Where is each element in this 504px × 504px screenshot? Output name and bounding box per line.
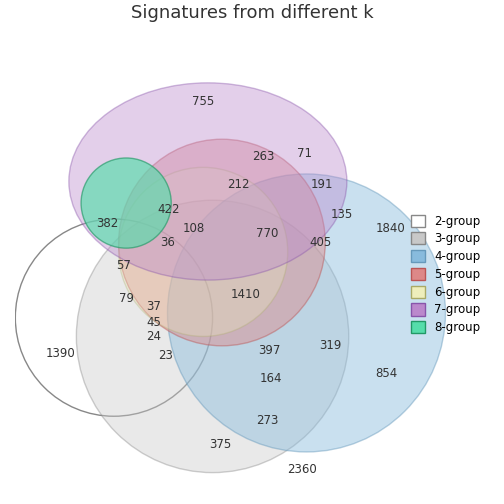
Text: 263: 263 [252,150,275,163]
Text: 755: 755 [192,95,214,108]
Text: 273: 273 [256,414,278,427]
Text: 135: 135 [331,208,353,221]
Text: 108: 108 [182,222,205,235]
Text: 24: 24 [146,330,161,343]
Text: 36: 36 [160,236,175,249]
Title: Signatures from different k: Signatures from different k [131,4,373,22]
Ellipse shape [118,167,288,337]
Text: 770: 770 [256,227,278,239]
Ellipse shape [118,139,325,346]
Ellipse shape [77,200,349,473]
Text: 79: 79 [118,292,134,305]
Text: 382: 382 [96,217,118,230]
Text: 1840: 1840 [376,222,406,235]
Ellipse shape [81,158,171,248]
Text: 23: 23 [158,349,173,362]
Text: 212: 212 [228,178,250,191]
Text: 397: 397 [258,344,280,357]
Text: 57: 57 [116,260,131,273]
Text: 37: 37 [146,300,161,313]
Ellipse shape [167,174,446,452]
Legend: 2-group, 3-group, 4-group, 5-group, 6-group, 7-group, 8-group: 2-group, 3-group, 4-group, 5-group, 6-gr… [408,212,483,337]
Text: 191: 191 [310,178,333,191]
Text: 422: 422 [157,203,179,216]
Ellipse shape [69,83,347,280]
Text: 71: 71 [297,147,312,160]
Text: 319: 319 [319,339,341,352]
Text: 1410: 1410 [230,288,261,301]
Text: 45: 45 [146,316,161,329]
Text: 375: 375 [209,438,231,451]
Text: 2360: 2360 [287,463,317,476]
Text: 1390: 1390 [45,347,75,360]
Text: 405: 405 [309,236,332,249]
Text: 854: 854 [375,367,398,381]
Text: 164: 164 [260,372,282,385]
